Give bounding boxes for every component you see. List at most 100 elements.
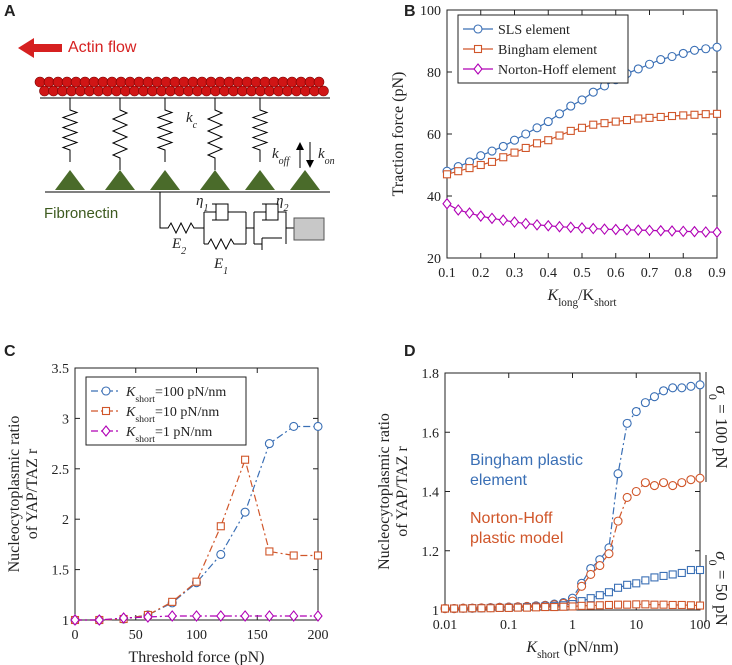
annotation: Norton-Hoff — [470, 510, 553, 527]
marker — [513, 603, 522, 612]
actin-bead — [111, 85, 122, 97]
legend-label-part: K — [125, 425, 136, 440]
annotation: plastic model — [470, 530, 563, 547]
actin-bead — [318, 85, 329, 97]
marker — [668, 383, 678, 393]
actin-bead — [282, 85, 293, 97]
marker — [640, 398, 650, 408]
actin-bead — [183, 85, 194, 97]
marker — [241, 455, 250, 464]
marker — [695, 473, 705, 483]
symbol-sub: c — [193, 120, 198, 131]
marker — [101, 386, 111, 396]
x-tick-label: 0.4 — [540, 266, 558, 281]
symbol: η2 — [276, 193, 288, 214]
marker — [473, 44, 483, 54]
x-tick-label: 100 — [186, 628, 207, 643]
marker — [695, 380, 705, 390]
marker — [577, 222, 587, 234]
marker — [532, 139, 542, 148]
actin-bead — [129, 85, 140, 97]
koff-head — [296, 142, 304, 150]
x-axis-label-part: long — [558, 297, 578, 309]
kon-head — [306, 160, 314, 168]
x-tick-label: 0.8 — [675, 266, 693, 281]
actin-bead — [304, 76, 316, 88]
marker — [543, 117, 553, 127]
symbol-base: k — [186, 110, 193, 126]
marker — [611, 117, 620, 126]
legend-label: Norton-Hoff element — [498, 63, 616, 78]
actin-bead — [277, 76, 289, 88]
bracket-label-part: = 100 pN — [712, 400, 731, 469]
marker — [509, 216, 520, 228]
spring — [251, 98, 269, 162]
spring — [61, 98, 79, 162]
y-tick-label: 40 — [427, 190, 441, 205]
symbol-sub: 2 — [283, 203, 288, 214]
marker — [495, 603, 504, 612]
marker — [450, 604, 459, 613]
y-tick-label: 1.5 — [52, 564, 70, 579]
symbol-sub: on — [325, 156, 335, 167]
marker — [459, 604, 468, 613]
x-axis-label-part: /K — [578, 287, 594, 304]
marker — [695, 601, 705, 610]
y-axis-label: of YAP/TAZ r — [394, 446, 411, 537]
actin-bead — [61, 76, 73, 88]
actin-bead — [219, 85, 230, 97]
marker — [487, 212, 497, 225]
symbol: koff — [272, 146, 290, 167]
marker — [586, 569, 596, 580]
marker — [650, 600, 659, 609]
marker — [168, 597, 177, 606]
marker — [543, 219, 553, 232]
symbol: η1 — [196, 193, 208, 214]
legend-label: Kshort=1 pN/nm — [125, 425, 212, 445]
marker — [555, 131, 564, 140]
marker — [677, 478, 687, 488]
actin-bead — [79, 76, 91, 88]
marker — [644, 59, 655, 69]
actin-bead — [165, 85, 176, 97]
marker — [498, 141, 508, 151]
marker — [686, 475, 696, 485]
actin-bead — [57, 85, 68, 97]
actin-bead — [255, 85, 266, 97]
actin-bead — [187, 76, 199, 88]
marker — [658, 478, 669, 488]
marker — [677, 568, 686, 578]
marker — [476, 151, 486, 161]
actin-bead — [192, 85, 203, 97]
marker — [633, 64, 643, 74]
marker — [521, 217, 531, 230]
marker — [499, 153, 508, 162]
symbol-sub: 1 — [223, 266, 228, 277]
marker — [649, 481, 660, 491]
actin-bead — [102, 85, 113, 97]
spring — [111, 98, 129, 170]
marker — [167, 610, 177, 622]
y-axis-label: of YAP/TAZ r — [24, 448, 41, 539]
x-tick-label: 0.7 — [641, 266, 659, 281]
legend-label-part: short — [135, 414, 155, 425]
marker — [678, 225, 688, 238]
spring — [206, 98, 224, 170]
actin-bead — [228, 85, 239, 97]
marker — [468, 604, 477, 613]
x-tick-label: 0.1 — [438, 266, 456, 281]
marker — [622, 492, 632, 502]
marker — [566, 126, 575, 135]
actin-bead — [106, 76, 118, 88]
actin-bead — [309, 85, 320, 97]
marker — [544, 136, 553, 145]
marker — [577, 581, 587, 591]
marker — [313, 551, 323, 560]
x-tick-label: 0.01 — [433, 618, 458, 633]
y-tick-label: 3 — [62, 412, 69, 427]
marker — [641, 576, 650, 585]
actin-bead — [246, 85, 257, 97]
x-tick-label: 0.3 — [506, 266, 524, 281]
marker — [454, 167, 463, 176]
